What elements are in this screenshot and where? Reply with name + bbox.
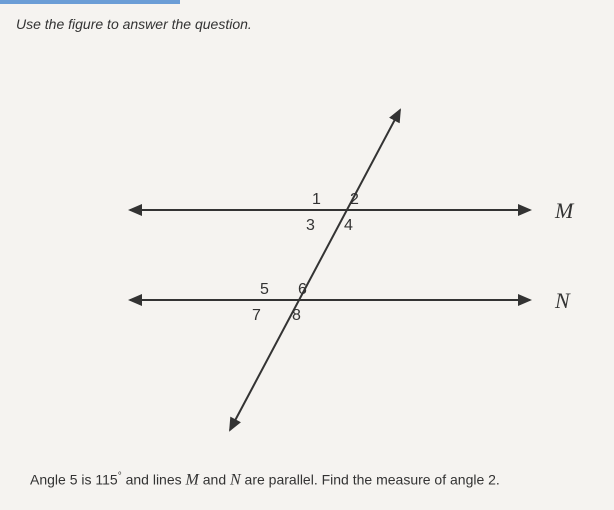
figure-svg: M N 1 2 3 4 5 6 7 8 xyxy=(0,60,614,440)
q-angle-value: 115 xyxy=(95,472,117,488)
angle-label-1: 1 xyxy=(312,191,321,208)
q-prefix: Angle 5 is xyxy=(30,472,95,488)
angle-label-2: 2 xyxy=(350,191,359,208)
q-var-N: N xyxy=(230,472,241,489)
angle-label-7: 7 xyxy=(252,307,261,324)
angle-label-6: 6 xyxy=(298,281,307,298)
label-N: N xyxy=(554,288,571,313)
label-M: M xyxy=(554,198,575,223)
q-suffix: are parallel. Find the measure of angle … xyxy=(241,472,500,488)
instruction-text: Use the figure to answer the question. xyxy=(0,4,614,44)
geometry-figure: M N 1 2 3 4 5 6 7 8 xyxy=(0,60,614,440)
question-text: Angle 5 is 115° and lines M and N are pa… xyxy=(30,471,500,490)
transversal-line xyxy=(230,110,400,430)
q-mid: and lines xyxy=(122,472,186,488)
angle-label-4: 4 xyxy=(344,217,353,234)
q-var-M: M xyxy=(186,472,199,489)
angle-label-5: 5 xyxy=(260,281,269,298)
q-mid2: and xyxy=(199,472,230,488)
angle-label-8: 8 xyxy=(292,307,301,324)
angle-label-3: 3 xyxy=(306,217,315,234)
